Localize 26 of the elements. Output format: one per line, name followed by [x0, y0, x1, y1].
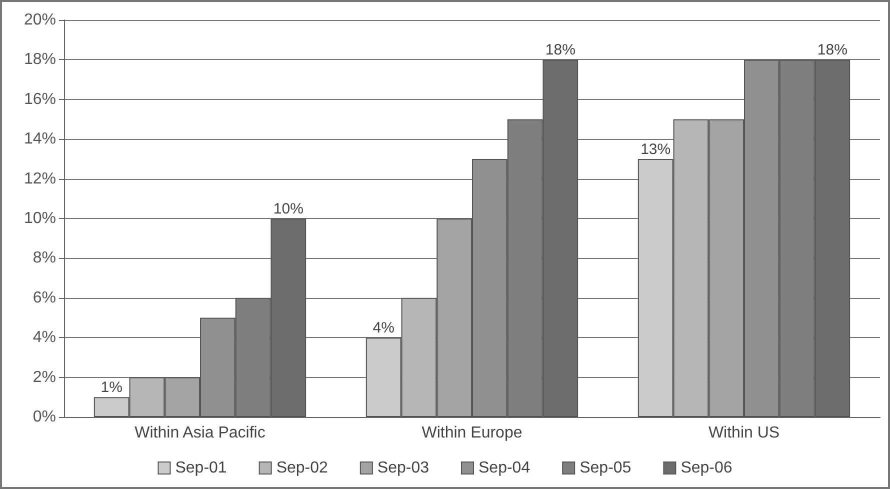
legend-label: Sep-02: [276, 460, 328, 476]
y-tick-label: 0%: [32, 408, 56, 426]
y-tick-label: 14%: [24, 130, 56, 148]
data-label: 18%: [817, 42, 848, 59]
y-tick-label: 6%: [32, 289, 56, 306]
y-tick-label: 20%: [24, 12, 56, 28]
y-tick-label: 16%: [24, 90, 56, 108]
y-tick-label: 10%: [24, 210, 56, 227]
legend-label: Sep-05: [580, 460, 632, 476]
legend-label: Sep-04: [478, 460, 530, 476]
data-label: 18%: [545, 42, 576, 59]
legend-label: Sep-03: [377, 460, 430, 476]
data-label: 1%: [100, 379, 122, 396]
x-tick-label: Within Asia Pacific: [134, 424, 266, 442]
legend-label: Sep-01: [175, 460, 227, 476]
data-label: 10%: [273, 200, 304, 218]
x-tick-label: Within US: [708, 424, 780, 442]
data-label: 13%: [640, 140, 671, 158]
y-tick-label: 12%: [24, 170, 56, 188]
legend-label: Sep-06: [680, 460, 732, 476]
y-tick-label: 4%: [32, 329, 56, 346]
y-tick-label: 8%: [32, 250, 56, 267]
data-label: 4%: [372, 320, 394, 337]
y-tick-label: 2%: [32, 368, 56, 386]
y-tick-label: 18%: [24, 51, 56, 68]
x-tick-label: Within Europe: [422, 424, 522, 442]
